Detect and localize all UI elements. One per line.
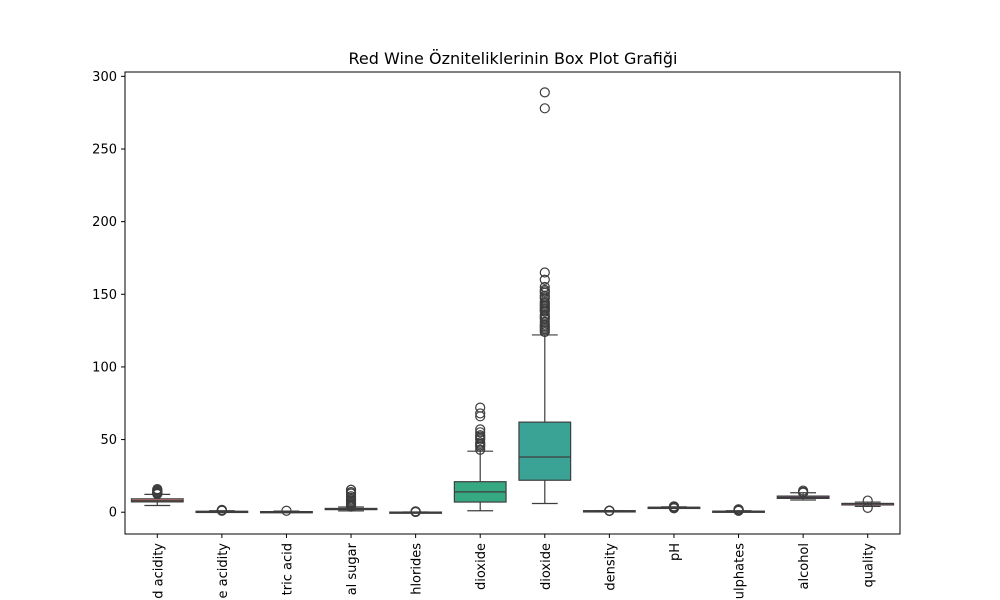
outlier-point (152, 484, 163, 495)
box-group-9 (712, 504, 765, 516)
box-group-8 (647, 501, 701, 514)
x-tick-label: alcohol (797, 543, 812, 589)
outlier-point (281, 505, 292, 516)
outlier-point (539, 267, 550, 278)
box-group-5 (453, 402, 507, 512)
outlier-point (539, 281, 550, 293)
x-tick-label: quality (862, 543, 877, 588)
x-tick-label: d acidity (151, 543, 166, 599)
outlier-point (216, 504, 227, 516)
y-tick-label: 0 (109, 506, 117, 521)
y-tick-label: 300 (92, 70, 117, 85)
outlier-point (862, 502, 873, 513)
outlier-point (539, 284, 550, 296)
box (518, 421, 572, 481)
outlier-point (475, 408, 486, 419)
box-group-6 (518, 87, 572, 505)
x-tick-label: pH (668, 543, 683, 561)
box-group-2 (260, 505, 313, 516)
y-tick-label: 50 (100, 433, 117, 448)
y-axis: 0 50 100 150 200 250 300 (92, 70, 125, 521)
outlier-point (539, 274, 550, 285)
outlier-point (475, 437, 486, 448)
x-tick-label: e acidity (216, 543, 231, 599)
outlier-point (539, 316, 550, 327)
outlier-point (539, 103, 550, 114)
box-group-7 (582, 505, 636, 516)
outlier-point (345, 484, 357, 495)
x-axis: d acidity e acidity tric acid al sugar hlori… (151, 534, 877, 599)
y-tick-label: 250 (92, 143, 117, 158)
box-group-4 (389, 506, 443, 518)
outlier-point (733, 504, 744, 515)
outlier-point (475, 444, 486, 455)
x-tick-label: hlorides (410, 543, 425, 595)
box-group-0 (130, 484, 184, 507)
box-group-11 (841, 495, 895, 513)
outlier-point (798, 485, 809, 496)
outlier-point (475, 427, 486, 438)
outlier-point (475, 402, 486, 413)
x-tick-label: dioxide (474, 543, 489, 590)
outlier-point (668, 501, 680, 512)
box-series (130, 87, 895, 518)
box-group-3 (324, 484, 378, 512)
y-tick-label: 200 (92, 215, 117, 230)
outlier-point (862, 495, 873, 506)
outlier-point (345, 491, 357, 502)
chart-title: Red Wine Özniteliklerinin Box Plot Grafi… (349, 49, 678, 68)
x-tick-label: al sugar (345, 542, 360, 595)
outlier-point (604, 505, 615, 516)
x-tick-label: tric acid (280, 543, 295, 595)
x-tick-label: density (603, 543, 618, 591)
outlier-point (475, 424, 486, 435)
plot-frame (124, 71, 901, 535)
outlier-point (475, 430, 486, 441)
x-tick-label: ulphates (733, 543, 748, 599)
outlier-point (539, 87, 550, 98)
y-tick-label: 150 (92, 288, 117, 303)
outlier-point (410, 506, 421, 517)
box-group-10 (776, 485, 830, 501)
y-tick-label: 100 (92, 360, 117, 375)
x-tick-label: dioxide (539, 543, 554, 590)
box-group-1 (195, 504, 249, 516)
